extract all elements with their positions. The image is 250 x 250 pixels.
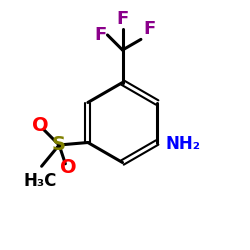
Text: F: F bbox=[94, 26, 106, 44]
Text: F: F bbox=[144, 20, 156, 38]
Text: H₃C: H₃C bbox=[24, 172, 57, 190]
Text: S: S bbox=[52, 136, 66, 154]
Text: O: O bbox=[60, 158, 77, 177]
Text: NH₂: NH₂ bbox=[166, 135, 201, 153]
Text: F: F bbox=[116, 10, 128, 28]
Text: O: O bbox=[32, 116, 49, 135]
